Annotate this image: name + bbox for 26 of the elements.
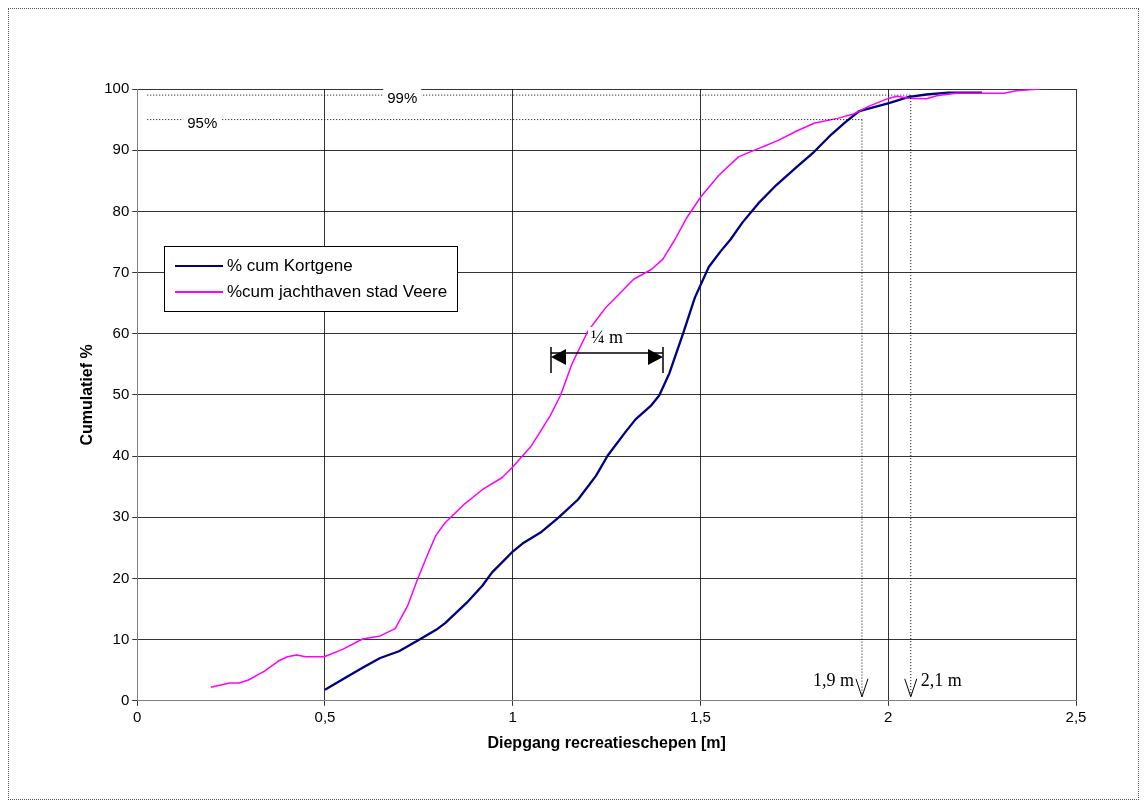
y-tick-label: 60 <box>112 323 130 341</box>
legend-label: % cum Kortgene <box>227 255 353 277</box>
y-tick-label: 80 <box>112 201 130 219</box>
y-tick-label: 50 <box>112 385 130 403</box>
x-tick-label: 0,5 <box>314 707 336 725</box>
y-tick-label: 100 <box>104 79 130 97</box>
x-axis-title: Diepgang recreatieschepen [m] <box>487 733 726 751</box>
ref-line-label: 95% <box>187 113 218 131</box>
y-tick-label: 40 <box>112 446 130 464</box>
y-tick-label: 0 <box>120 690 130 708</box>
x-tick-label: 1,5 <box>690 707 711 725</box>
annotation: ¼ m <box>587 327 626 347</box>
x-tick-label: 2,5 <box>1065 707 1087 725</box>
y-tick-label: 10 <box>112 629 130 647</box>
ref-line-label: 99% <box>387 89 418 107</box>
ref-line-label: 1,9 m <box>812 669 854 690</box>
y-tick-label: 20 <box>112 568 130 586</box>
x-tick-label: 2 <box>884 707 893 725</box>
x-tick-label: 1 <box>508 707 517 725</box>
x-tick-label: 0 <box>133 707 142 725</box>
y-axis-title: Cumulatief % <box>78 344 96 446</box>
legend-label: %cum jachthaven stad Veere <box>227 281 448 303</box>
y-tick-label: 70 <box>112 262 130 280</box>
y-tick-label: 30 <box>112 507 130 525</box>
ref-line-label: 2,1 m <box>920 669 962 690</box>
y-tick-label: 90 <box>112 140 130 158</box>
